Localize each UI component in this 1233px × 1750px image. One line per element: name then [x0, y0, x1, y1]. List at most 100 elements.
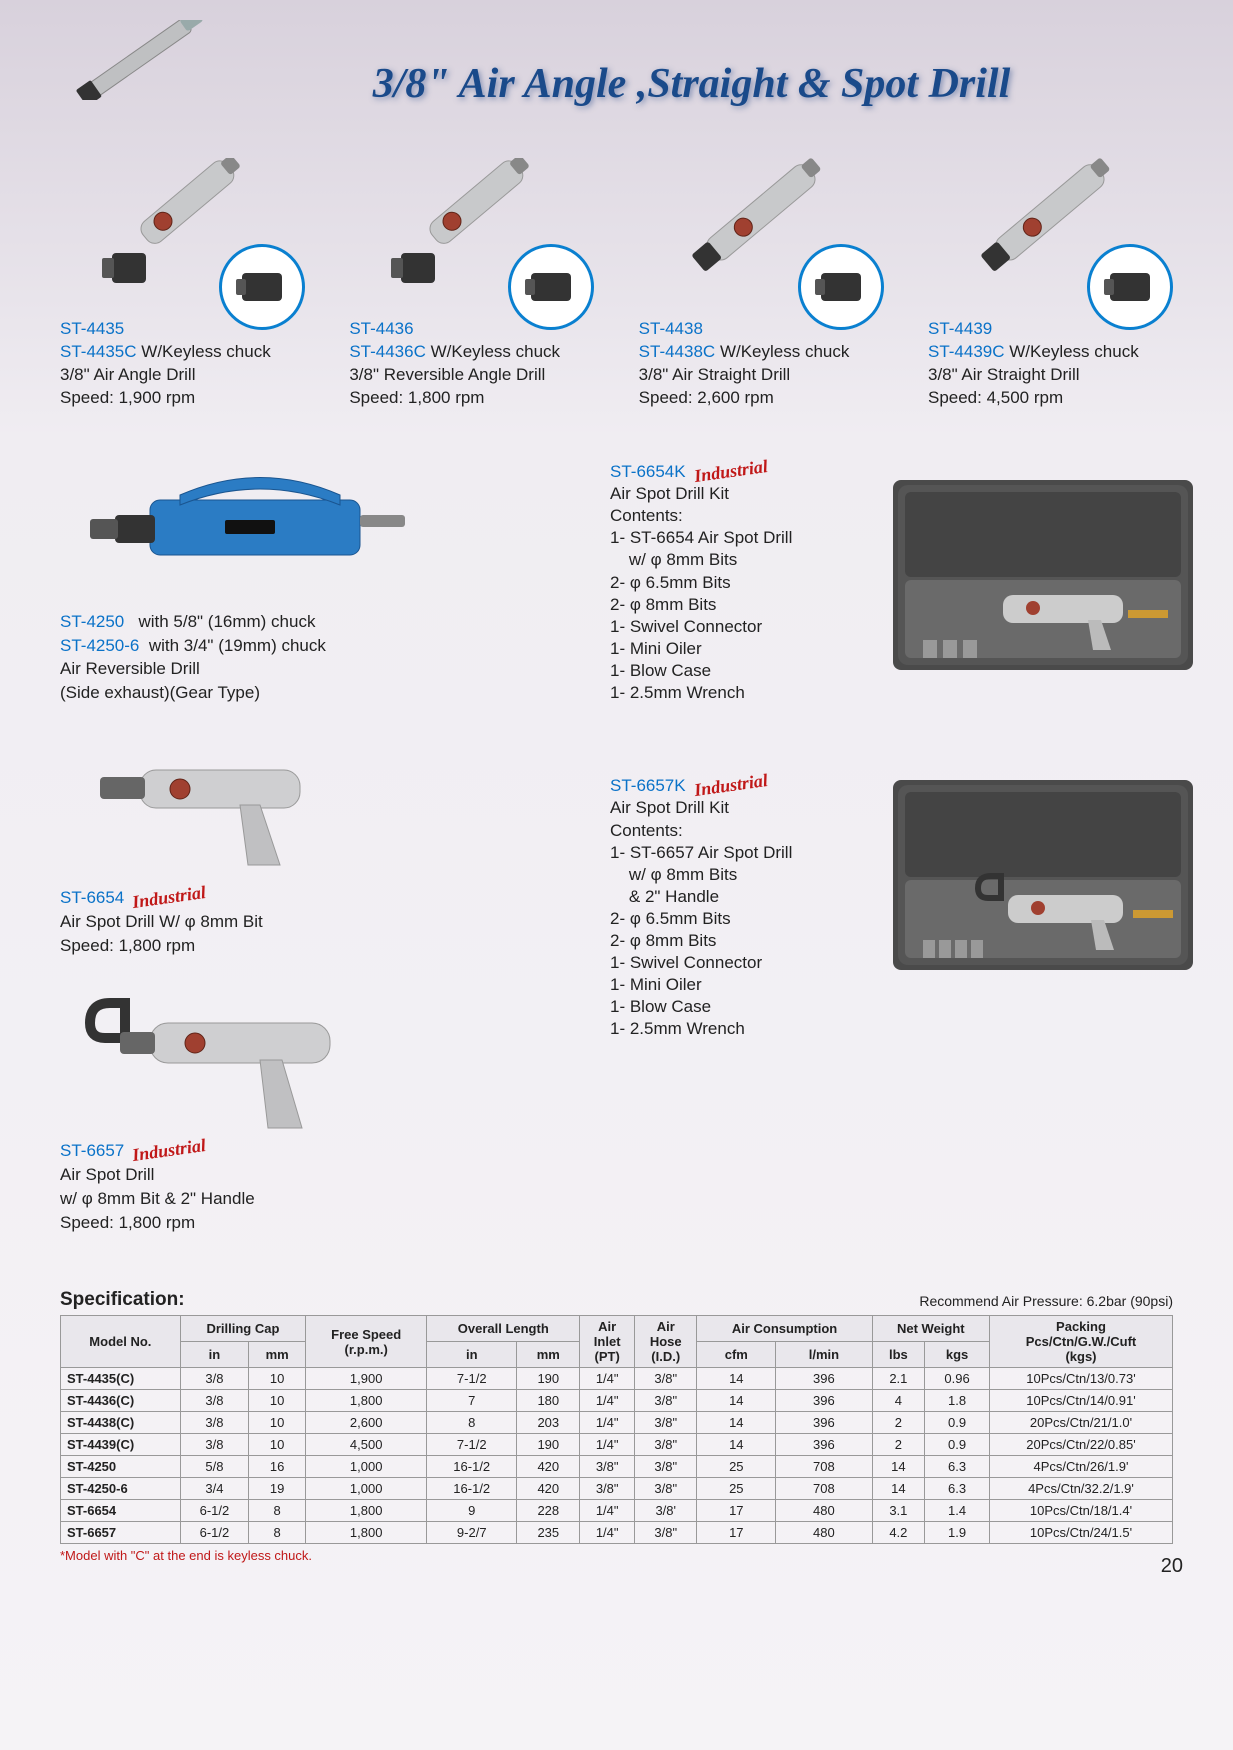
table-cell: 1/4" [580, 1412, 635, 1434]
product-card: ST-4439 ST-4439C W/Keyless chuck 3/8" Ai… [928, 138, 1173, 410]
table-cell: 16-1/2 [427, 1478, 517, 1500]
table-cell: 6.3 [925, 1478, 990, 1500]
table-cell: 420 [517, 1456, 580, 1478]
table-cell: 14 [872, 1478, 925, 1500]
table-cell: 25 [697, 1478, 776, 1500]
table-cell: 396 [776, 1368, 872, 1390]
table-cell: 2,600 [306, 1412, 427, 1434]
product-desc: 3/8" Air Straight Drill [639, 364, 884, 387]
table-cell: ST-4439(C) [61, 1434, 181, 1456]
table-cell: 203 [517, 1412, 580, 1434]
chuck-note: W/Keyless chuck [431, 342, 560, 361]
st4250-note-b: with 3/4" (19mm) chuck [149, 636, 326, 655]
table-cell: 1/4" [580, 1368, 635, 1390]
st6657-model: ST-6657 [60, 1141, 124, 1160]
table-cell: 10Pcs/Ctn/24/1.5' [989, 1522, 1172, 1544]
product-speed: Speed: 2,600 rpm [639, 387, 884, 410]
header-tool-icon [60, 20, 220, 100]
chuck-inset-icon [798, 244, 884, 330]
table-cell: 5/8 [180, 1456, 248, 1478]
table-row: ST-66576-1/281,8009-2/72351/4"3/8"174804… [61, 1522, 1173, 1544]
product-st6654: ST-6654Industrial Air Spot Drill W/ φ 8m… [60, 735, 580, 958]
table-cell: 0.96 [925, 1368, 990, 1390]
table-cell: 1.9 [925, 1522, 990, 1544]
table-cell: 20Pcs/Ctn/22/0.85' [989, 1434, 1172, 1456]
st4250-desc2: (Side exhaust)(Gear Type) [60, 681, 580, 705]
table-cell: 16-1/2 [427, 1456, 517, 1478]
table-cell: 7-1/2 [427, 1434, 517, 1456]
table-cell: 10Pcs/Ctn/13/0.73' [989, 1368, 1172, 1390]
table-cell: 1,800 [306, 1390, 427, 1412]
table-cell: 180 [517, 1390, 580, 1412]
table-cell: 3/8" [635, 1390, 697, 1412]
kit2-model: ST-6657K [610, 776, 686, 795]
table-row: ST-42505/8161,00016-1/24203/8"3/8"257081… [61, 1456, 1173, 1478]
table-cell: 16 [249, 1456, 306, 1478]
industrial-badge: Industrial [131, 1133, 208, 1168]
product-speed: Speed: 1,900 rpm [60, 387, 305, 410]
product-desc: 3/8" Air Straight Drill [928, 364, 1173, 387]
st4250-model-a: ST-4250 [60, 612, 124, 631]
table-cell: 0.9 [925, 1434, 990, 1456]
table-cell: 14 [697, 1412, 776, 1434]
table-cell: 4 [872, 1390, 925, 1412]
table-cell: 1.4 [925, 1500, 990, 1522]
table-cell: 708 [776, 1478, 872, 1500]
product-st6657: ST-6657Industrial Air Spot Drill w/ φ 8m… [60, 988, 580, 1235]
spec-title: Specification: [60, 1289, 185, 1310]
table-cell: ST-6654 [61, 1500, 181, 1522]
table-cell: 9 [427, 1500, 517, 1522]
table-cell: ST-4438(C) [61, 1412, 181, 1434]
table-cell: 235 [517, 1522, 580, 1544]
table-cell: 1.8 [925, 1390, 990, 1412]
kit-line: 1- 2.5mm Wrench [610, 1018, 1173, 1040]
page-title: 3/8" Air Angle ,Straight & Spot Drill [210, 60, 1173, 108]
model-b: ST-4435C [60, 342, 137, 361]
table-cell: 190 [517, 1368, 580, 1390]
product-card: ST-4435 ST-4435C W/Keyless chuck 3/8" Ai… [60, 138, 305, 410]
st4250-image [60, 465, 420, 605]
table-cell: 7-1/2 [427, 1368, 517, 1390]
table-row: ST-4436(C)3/8101,80071801/4"3/8"1439641.… [61, 1390, 1173, 1412]
table-cell: 3/8" [635, 1478, 697, 1500]
spec-footnote: *Model with "C" at the end is keyless ch… [60, 1548, 1173, 1563]
kit-line: 1- 2.5mm Wrench [610, 682, 1173, 704]
table-cell: 10Pcs/Ctn/18/1.4' [989, 1500, 1172, 1522]
product-card: ST-4438 ST-4438C W/Keyless chuck 3/8" Ai… [639, 138, 884, 410]
table-cell: ST-6657 [61, 1522, 181, 1544]
kit2-image [893, 780, 1193, 970]
table-cell: 1,000 [306, 1456, 427, 1478]
table-cell: 480 [776, 1522, 872, 1544]
spec-note: Recommend Air Pressure: 6.2bar (90psi) [919, 1293, 1173, 1309]
table-cell: 190 [517, 1434, 580, 1456]
table-cell: 7 [427, 1390, 517, 1412]
table-cell: 4Pcs/Ctn/26/1.9' [989, 1456, 1172, 1478]
st6654-speed: Speed: 1,800 rpm [60, 934, 580, 958]
product-desc: 3/8" Air Angle Drill [60, 364, 305, 387]
table-cell: 2.1 [872, 1368, 925, 1390]
table-cell: 8 [249, 1500, 306, 1522]
product-speed: Speed: 1,800 rpm [349, 387, 594, 410]
table-cell: 3/8 [180, 1368, 248, 1390]
table-cell: 25 [697, 1456, 776, 1478]
table-cell: 480 [776, 1500, 872, 1522]
table-cell: 2 [872, 1434, 925, 1456]
table-cell: 10 [249, 1390, 306, 1412]
st6654-image [60, 745, 360, 875]
table-cell: 4,500 [306, 1434, 427, 1456]
kit-line: 1- Mini Oiler [610, 974, 1173, 996]
table-row: ST-4250-63/4191,00016-1/24203/8"3/8"2570… [61, 1478, 1173, 1500]
st6657-speed: Speed: 1,800 rpm [60, 1211, 580, 1235]
table-cell: ST-4250 [61, 1456, 181, 1478]
table-cell: 1/4" [580, 1434, 635, 1456]
product-st4250: ST-4250 with 5/8" (16mm) chuck ST-4250-6… [60, 460, 580, 705]
product-card: ST-4436 ST-4436C W/Keyless chuck 3/8" Re… [349, 138, 594, 410]
table-cell: ST-4250-6 [61, 1478, 181, 1500]
st6657-image [60, 988, 380, 1138]
table-cell: 17 [697, 1500, 776, 1522]
table-cell: ST-4436(C) [61, 1390, 181, 1412]
table-cell: 8 [427, 1412, 517, 1434]
table-cell: 708 [776, 1456, 872, 1478]
page-number: 20 [1161, 1555, 1183, 1578]
table-cell: 20Pcs/Ctn/21/1.0' [989, 1412, 1172, 1434]
